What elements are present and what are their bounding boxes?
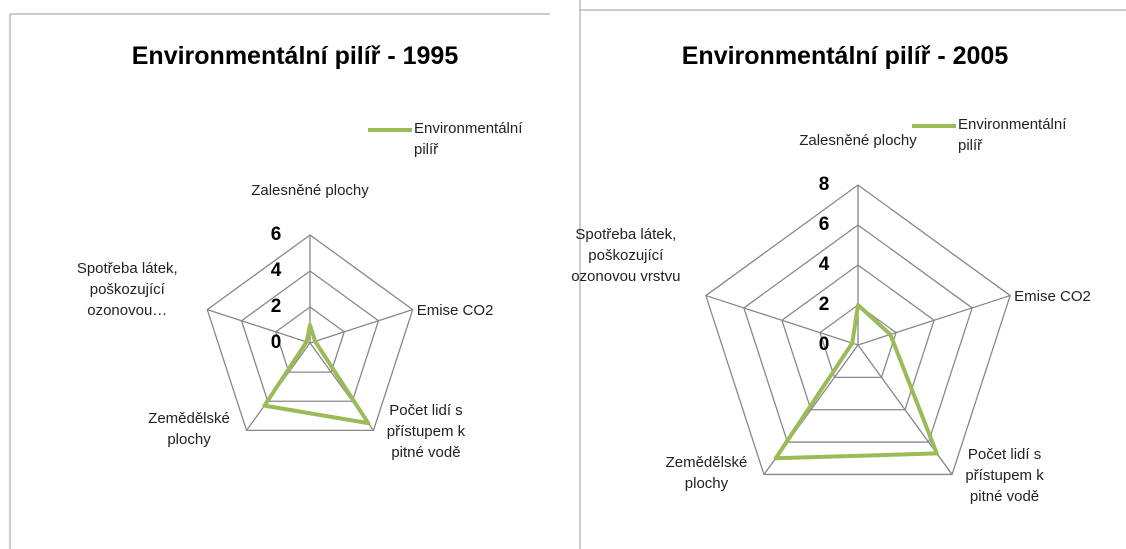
axis-label: Zalesněné plochy: [799, 132, 917, 149]
tick-label: 0: [818, 334, 830, 355]
axis-label: Zemědělské plochy: [665, 454, 748, 493]
grid-ring: [819, 304, 897, 379]
tick-label: 8: [818, 174, 830, 195]
tick-label: 0: [270, 332, 282, 353]
axis-label: Počet lidí s přístupem k pitné vodě: [965, 446, 1044, 506]
tick-label: 6: [270, 224, 282, 245]
spoke: [309, 309, 413, 344]
chart-title: Environmentální pilíř - 2005: [681, 42, 1009, 70]
axis-label: Počet lidí s přístupem k pitné vodě: [386, 402, 466, 462]
axis-label: Zalesněné plochy: [251, 182, 369, 199]
axis-label: Spotřeba látek, poškozující ozonovou…: [76, 259, 178, 319]
tick-label: 4: [818, 254, 830, 275]
spoke: [207, 309, 311, 344]
grid-ring: [781, 264, 935, 411]
grid-ring: [274, 306, 346, 373]
axis-label: Emise CO2: [1014, 287, 1091, 305]
grid-ring: [206, 234, 414, 432]
tick-label: 2: [818, 294, 830, 315]
tick-label: 6: [818, 214, 830, 235]
tick-label: 2: [270, 296, 282, 317]
grid-ring: [743, 224, 973, 443]
series-line: [262, 323, 371, 426]
axis-label: Emise CO2: [416, 301, 494, 319]
axis-label: Spotřeba látek, poškozující ozonovou vrs…: [571, 225, 681, 285]
grid-ring: [705, 184, 1011, 476]
legend-label: Environmentální pilíř: [958, 116, 1067, 154]
axis-label: Zemědělské plochy: [148, 410, 230, 449]
legend-label: Environmentální pilíř: [414, 120, 523, 158]
series-line: [773, 303, 939, 461]
spoke: [857, 294, 1011, 346]
tick-label: 4: [270, 260, 282, 281]
chart-title: Environmentální pilíř - 1995: [131, 42, 459, 70]
spoke: [705, 294, 859, 346]
grid-ring: [240, 270, 380, 402]
